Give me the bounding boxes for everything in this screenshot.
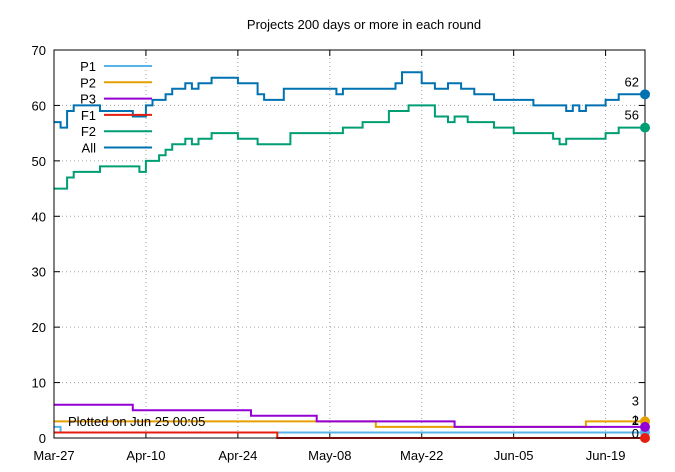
x-tick-label: May-22 [400,448,443,463]
end-label-p1: 1 [632,412,639,427]
x-tick-label: Apr-10 [126,448,165,463]
end-label-p2: 3 [632,393,639,408]
x-tick-label: Jun-19 [586,448,626,463]
end-label-f2: 56 [625,108,639,123]
y-tick-label: 40 [32,209,46,224]
y-tick-label: 70 [32,43,46,58]
tick-labels: 0 10 20 30 40 50 60 70 Mar-27 Apr-10 Apr-24 May-08 M… [32,43,626,463]
end-point-f2 [640,122,650,133]
x-tick-label: May-08 [308,448,351,463]
x-tick-label: Mar-27 [33,448,74,463]
x-tick-label: Jun-05 [494,448,534,463]
legend-label-p1: P1 [80,59,96,74]
legend-label-p2: P2 [80,75,96,90]
end-label-p3: 2 [632,413,639,428]
y-tick-label: 10 [32,376,46,391]
end-point-f1 [640,433,650,443]
y-tick-label: 20 [32,320,46,335]
plot-annotation: Plotted on Jun 25 00:05 [68,414,205,429]
end-label-all: 62 [625,74,639,89]
end-label-f1: 0 [632,426,639,441]
series-line-p3 [54,403,645,428]
legend-label-f1: F1 [81,108,96,123]
legend-label-p3: P3 [80,92,96,107]
x-tick-label: Apr-24 [218,448,257,463]
y-tick-label: 60 [32,98,46,113]
end-point-all [640,89,650,100]
y-tick-label: 30 [32,265,46,280]
plot-frame [53,49,646,439]
y-tick-label: 0 [39,431,46,446]
y-tick-label: 50 [32,154,46,169]
legend-label-f2: F2 [81,124,96,139]
end-markers: 1 3 20 56 62 [625,74,650,443]
legend-label-all: All [82,141,97,156]
series-line-p1 [54,425,645,434]
chart-title: Projects 200 days or more in each round [247,17,481,32]
series-line-f2 [54,104,645,190]
end-point-p3 [640,421,650,432]
series-line-all [54,71,645,129]
